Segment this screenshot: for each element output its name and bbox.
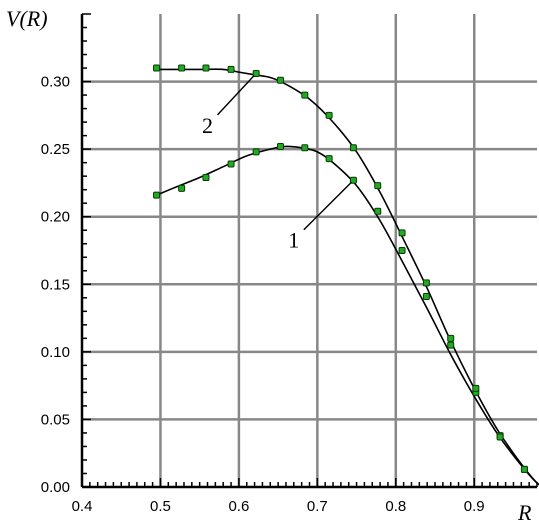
series-curves bbox=[156, 68, 539, 486]
series-2-point bbox=[178, 64, 186, 72]
series-2-point bbox=[301, 91, 309, 99]
series-markers bbox=[153, 64, 528, 473]
curve-label-2: 2 bbox=[202, 113, 213, 138]
series-2-point bbox=[227, 65, 235, 73]
series-2-point bbox=[520, 465, 528, 473]
series-2-point bbox=[374, 182, 382, 190]
series-2-point bbox=[447, 334, 455, 342]
y-tick-label: 0.20 bbox=[41, 209, 70, 226]
x-tick-label: 0.7 bbox=[307, 498, 328, 515]
series-1-point bbox=[349, 176, 357, 184]
series-1-point bbox=[178, 184, 186, 192]
series-1-point bbox=[447, 341, 455, 349]
y-tick-label: 0.05 bbox=[41, 411, 70, 428]
series-2-point bbox=[153, 64, 161, 72]
axis-ticks bbox=[81, 13, 538, 488]
series-2-point bbox=[496, 433, 504, 441]
series-2-point bbox=[202, 64, 210, 72]
tick-labels: 0.4 0.5 0.6 0.7 0.8 0.9 0.00 0.05 0.10 0.15 0.20 0.… bbox=[41, 74, 485, 515]
series-1-point bbox=[301, 144, 309, 152]
y-tick-label: 0.30 bbox=[41, 74, 70, 91]
y-axis-title: V(R) bbox=[6, 6, 48, 31]
x-tick-label: 0.4 bbox=[72, 498, 93, 515]
curve-label-1: 1 bbox=[288, 228, 299, 253]
series-1-point bbox=[227, 160, 235, 168]
series-2-point bbox=[398, 229, 406, 237]
x-tick-label: 0.6 bbox=[228, 498, 249, 515]
y-tick-label: 0.00 bbox=[41, 479, 70, 496]
series-1-line bbox=[156, 145, 539, 486]
series-2-point bbox=[349, 144, 357, 152]
series-1-point bbox=[325, 155, 333, 163]
series-2-point bbox=[472, 384, 480, 392]
series-2-point bbox=[252, 69, 260, 77]
x-tick-label: 0.8 bbox=[385, 498, 406, 515]
series-2-line bbox=[156, 68, 539, 486]
series-1-point bbox=[252, 148, 260, 156]
curve-annotations: 12 bbox=[202, 74, 352, 253]
axes bbox=[80, 14, 537, 489]
annotation-leader-2 bbox=[217, 74, 255, 116]
series-2-point bbox=[422, 279, 430, 287]
series-2-point bbox=[276, 76, 284, 84]
y-tick-label: 0.15 bbox=[41, 276, 70, 293]
x-axis-title: R bbox=[517, 500, 532, 525]
series-1-point bbox=[398, 247, 406, 254]
x-tick-label: 0.5 bbox=[150, 498, 171, 515]
series-1-point bbox=[153, 191, 161, 199]
series-1-point bbox=[422, 292, 430, 300]
y-tick-label: 0.10 bbox=[41, 344, 70, 361]
x-tick-label: 0.9 bbox=[464, 498, 485, 515]
y-tick-label: 0.25 bbox=[41, 141, 70, 158]
series-1-point bbox=[276, 142, 284, 150]
series-1-point bbox=[374, 207, 382, 215]
series-2-point bbox=[325, 111, 333, 119]
annotation-leader-1 bbox=[303, 181, 352, 231]
grid-lines bbox=[82, 14, 537, 487]
series-1-point bbox=[202, 174, 210, 182]
